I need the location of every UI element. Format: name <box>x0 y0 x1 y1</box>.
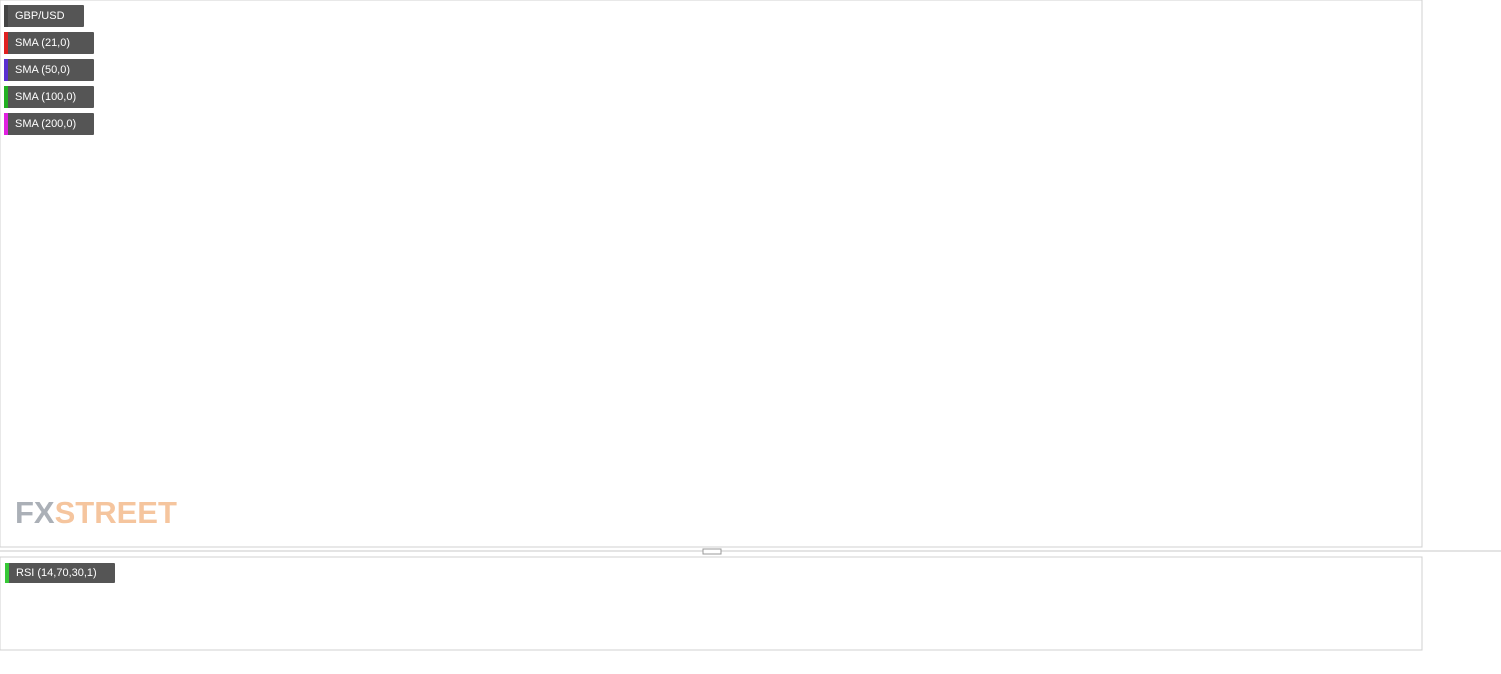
rsi-label: RSI (14,70,30,1) <box>16 567 97 579</box>
rsi-plot-area <box>0 556 1423 651</box>
legend-label: GBP/USD <box>15 10 65 22</box>
legend-box <box>4 113 94 135</box>
legend-label: SMA (21,0) <box>15 37 70 49</box>
legend-label: SMA (100,0) <box>15 91 76 103</box>
legend-entry[interactable]: SMA (21,0) <box>4 32 94 54</box>
watermark-fx: FX <box>15 495 55 530</box>
panel-resize-handle[interactable] <box>702 548 722 555</box>
watermark-street: STREET <box>55 495 177 530</box>
legend-label: SMA (200,0) <box>15 118 76 130</box>
legend: GBP/USD SMA (21,0) SMA (50,0) SMA (100,0) SM… <box>4 5 115 583</box>
legend-swatch <box>4 113 8 135</box>
legend-label: SMA (50,0) <box>15 64 70 76</box>
legend-entry[interactable]: SMA (200,0) <box>4 113 94 135</box>
legend-entry[interactable]: GBP/USD <box>4 5 84 27</box>
legend-entry[interactable]: SMA (100,0) <box>4 86 94 108</box>
legend-entry[interactable]: SMA (50,0) <box>4 59 94 81</box>
legend-swatch <box>4 5 8 27</box>
watermark: FXSTREET <box>15 495 177 530</box>
rsi-label-swatch <box>5 563 9 583</box>
legend-box <box>4 59 94 81</box>
legend-box <box>4 5 84 27</box>
legend-swatch <box>4 32 8 54</box>
legend-swatch <box>4 86 8 108</box>
legend-box <box>4 32 94 54</box>
rsi-label-box <box>5 563 115 583</box>
legend-box <box>4 86 94 108</box>
legend-swatch <box>4 59 8 81</box>
main-plot-area <box>0 0 1423 548</box>
